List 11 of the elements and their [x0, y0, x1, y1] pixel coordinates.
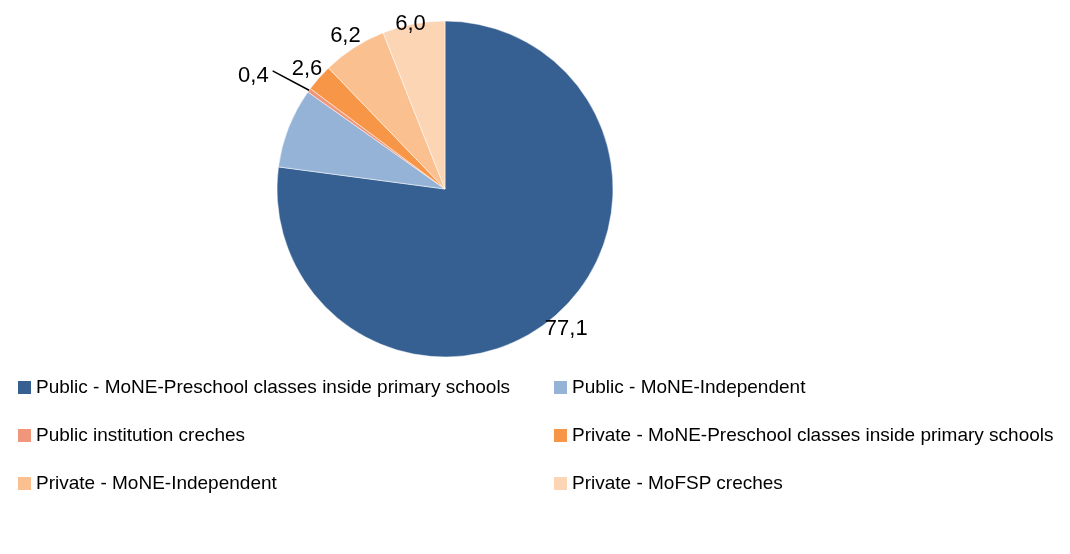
- legend-label: Public institution creches: [36, 424, 246, 446]
- data-label: 6,0: [395, 9, 426, 35]
- legend-label: Public - MoNE-Preschool classes inside primary schools: [36, 376, 511, 398]
- legend-label: Private - MoNE-Preschool classes inside primary schools: [572, 424, 1054, 446]
- data-label: 77,1: [544, 314, 588, 340]
- legend-label: Private - MoFSP creches: [572, 472, 783, 494]
- data-label: 0,4: [238, 62, 269, 88]
- data-label: 6,2: [330, 21, 361, 47]
- data-label: 2,6: [291, 54, 323, 80]
- legend-label: Private - MoNE-Independent: [36, 472, 277, 494]
- legend-label: Public - MoNE-Independent: [572, 376, 806, 398]
